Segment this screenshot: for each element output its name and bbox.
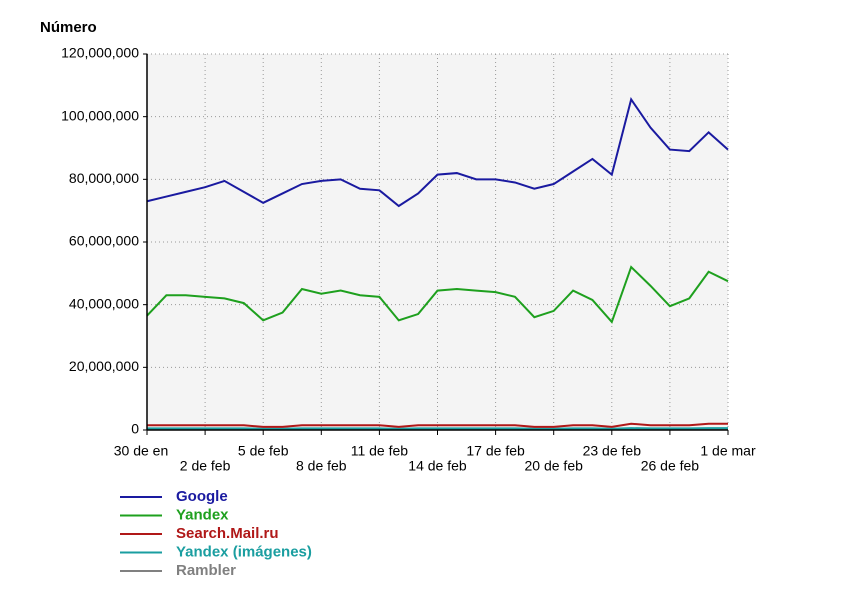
legend-label: Yandex (imágenes) [176,543,312,560]
x-tick-label: 30 de en [114,443,169,459]
x-tick-label: 8 de feb [296,458,347,474]
series-line [146,97,729,208]
series-line [147,422,728,428]
y-tick-label: 20,000,000 [69,358,139,374]
x-tick-label: 20 de feb [525,458,584,474]
x-tick-label: 1 de mar [700,443,756,459]
x-tick-label: 11 de feb [351,443,409,459]
y-tick-label: 40,000,000 [69,295,139,311]
legend-label: Search.Mail.ru [176,525,279,542]
y-tick-label: 100,000,000 [61,107,139,123]
x-tick-label: 26 de feb [641,458,700,474]
y-axis-label: Número [40,19,97,36]
x-tick-label: 5 de feb [238,443,289,459]
series-line [147,427,728,430]
legend-label: Google [176,488,228,505]
x-tick-label: 23 de feb [583,443,642,459]
y-tick-label: 60,000,000 [69,233,139,249]
legend-label: Yandex [176,506,229,523]
legend-label: Rambler [176,562,236,579]
x-tick-label: 17 de feb [466,443,525,459]
y-tick-label: 80,000,000 [69,170,139,186]
x-tick-label: 2 de feb [180,458,231,474]
x-tick-label: 14 de feb [408,458,467,474]
y-tick-label: 0 [131,421,139,437]
y-tick-label: 120,000,000 [61,45,139,61]
series-line [146,265,729,324]
